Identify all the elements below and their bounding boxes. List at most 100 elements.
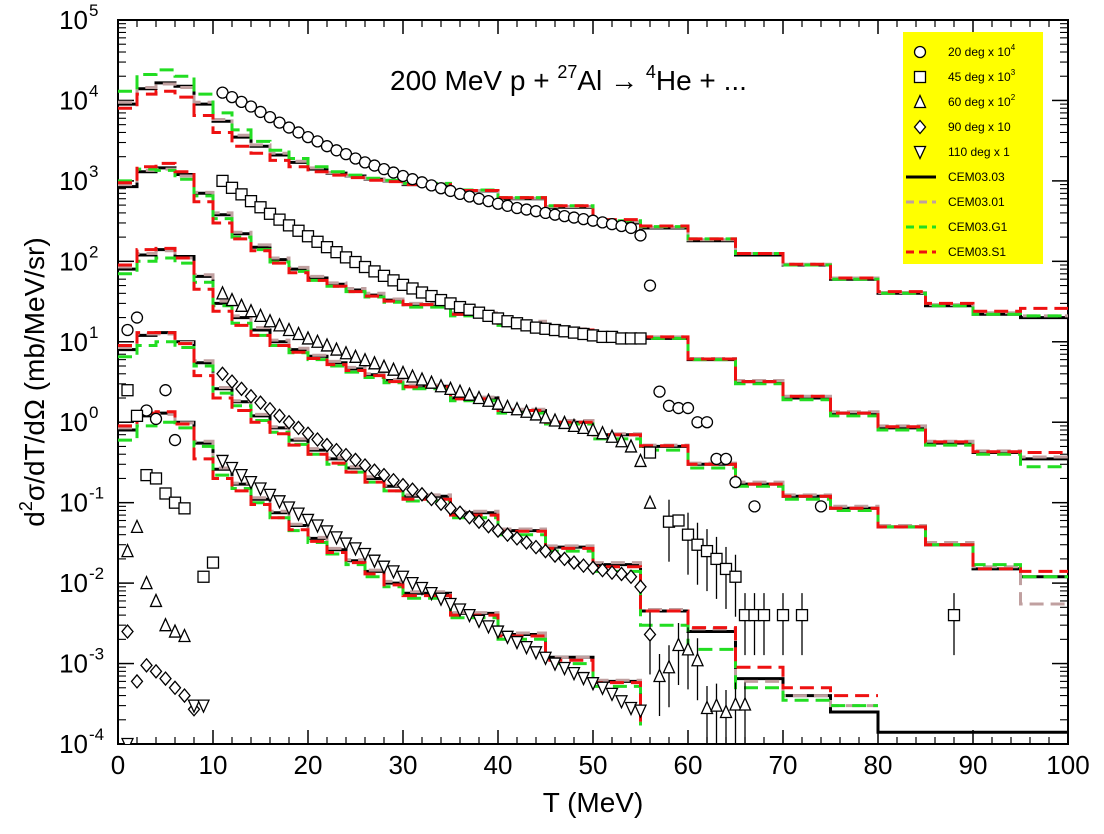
data-square-point bbox=[757, 608, 771, 622]
model-line-cem03-01-band-1 bbox=[118, 167, 1068, 459]
data-diamond-point bbox=[368, 463, 381, 479]
data-triangle-up-point bbox=[234, 297, 249, 312]
data-triangle-up-point bbox=[386, 361, 401, 376]
data-triangle-up-point bbox=[253, 307, 268, 323]
x-tick-label: 50 bbox=[579, 750, 608, 780]
x-tick-label: 70 bbox=[769, 750, 798, 780]
data-triangle-down-point bbox=[320, 525, 334, 540]
data-circle-point bbox=[159, 384, 172, 397]
data-square-point bbox=[159, 487, 172, 500]
legend-label: CEM03.G1 bbox=[948, 220, 1008, 234]
data-circle-point bbox=[311, 135, 324, 148]
data-triangle-down-point bbox=[120, 737, 135, 744]
data-triangle-up-point bbox=[681, 641, 695, 656]
data-triangle-up-point bbox=[719, 703, 733, 719]
y-tick-label-exponent: -3 bbox=[89, 645, 104, 664]
data-triangle-down-point bbox=[443, 597, 458, 613]
data-triangle-up-point bbox=[225, 292, 239, 307]
data-circle-point bbox=[634, 229, 647, 242]
y-tick-label-exponent: 1 bbox=[89, 323, 98, 342]
data-square-point bbox=[178, 502, 191, 515]
legend-label-text: 90 deg x 10 bbox=[948, 120, 1011, 134]
legend-label-text: CEM03.01 bbox=[948, 195, 1005, 209]
y-tick-label-exponent: 2 bbox=[89, 242, 98, 261]
legend-label-text: 20 deg x 10 bbox=[948, 45, 1011, 59]
data-triangle-up-point bbox=[529, 406, 543, 421]
data-circle-point bbox=[244, 100, 258, 113]
data-triangle-up-point bbox=[472, 389, 486, 405]
data-diamond-point bbox=[282, 414, 296, 430]
legend-label-text: CEM03.S1 bbox=[948, 245, 1006, 259]
data-diamond-point bbox=[121, 624, 134, 640]
data-circle-point bbox=[814, 500, 828, 513]
chart-title-target: Al bbox=[577, 65, 610, 96]
data-triangle-up-point bbox=[158, 617, 173, 632]
data-low-diamond-point bbox=[159, 671, 172, 687]
data-diamond-point bbox=[425, 491, 438, 507]
data-circle-point bbox=[263, 110, 277, 124]
x-tick-label: 10 bbox=[199, 750, 228, 780]
x-tick-label: 0 bbox=[111, 750, 125, 780]
data-triangle-up-point bbox=[538, 409, 553, 424]
data-diamond-point bbox=[225, 374, 239, 390]
data-triangle-down-point bbox=[396, 570, 410, 585]
x-tick-label: 20 bbox=[294, 750, 323, 780]
data-square-point bbox=[216, 174, 229, 188]
data-triangle-down-point bbox=[329, 531, 344, 546]
legend-label: 20 deg x 104 bbox=[948, 43, 1016, 59]
data-triangle-up-point bbox=[396, 364, 410, 380]
data-diamond-point bbox=[510, 530, 524, 546]
data-diamond-point bbox=[130, 673, 144, 689]
data-diamond-point bbox=[501, 527, 514, 543]
data-square-point bbox=[149, 472, 163, 485]
y-tick-label: 10 bbox=[59, 166, 88, 196]
data-diamond-point bbox=[415, 486, 429, 502]
data-square-point bbox=[643, 446, 657, 459]
data-square-point bbox=[700, 544, 714, 558]
data-triangle-down-point bbox=[567, 666, 581, 682]
data-triangle-up-point bbox=[557, 414, 572, 430]
data-triangle-up-point bbox=[348, 348, 363, 363]
chart-title: 200 MeV p + 27Al → 4He + ... bbox=[390, 62, 747, 96]
data-triangle-down-point bbox=[339, 537, 353, 552]
data-triangle-up-point bbox=[329, 341, 344, 356]
data-triangle-up-point bbox=[215, 285, 230, 300]
data-triangle-up-point bbox=[244, 303, 258, 318]
data-triangle-down-point bbox=[253, 482, 268, 497]
y-tick-label-exponent: -2 bbox=[89, 564, 104, 583]
data-diamond-point bbox=[444, 500, 457, 516]
data-triangle-up-point bbox=[510, 401, 524, 416]
data-circle-point bbox=[168, 433, 182, 447]
data-diamond-point bbox=[615, 566, 628, 582]
chart-title-product-mass: 4 bbox=[646, 62, 656, 82]
data-triangle-up-point bbox=[633, 452, 648, 468]
legend-label-exponent: 4 bbox=[1011, 43, 1016, 52]
legend-label-text: 110 deg x 1 bbox=[948, 145, 1010, 159]
data-triangle-up-point bbox=[339, 345, 353, 360]
data-triangle-up-point bbox=[500, 398, 515, 414]
data-triangle-down-point bbox=[481, 620, 496, 635]
data-triangle-down-point bbox=[291, 507, 306, 522]
data-triangle-up-point bbox=[738, 696, 752, 711]
chart-title-arrow: → bbox=[610, 65, 646, 96]
data-diamond-point bbox=[235, 381, 248, 397]
x-tick-label: 60 bbox=[674, 750, 703, 780]
data-circle-point bbox=[225, 90, 239, 104]
data-diamond-point bbox=[624, 569, 638, 585]
x-tick-label: 90 bbox=[959, 750, 988, 780]
data-triangle-down-point bbox=[510, 635, 524, 651]
data-triangle-up-point bbox=[177, 627, 192, 643]
chart-title-prefix: 200 MeV p + bbox=[390, 65, 557, 96]
data-diamond-point bbox=[301, 426, 315, 442]
data-diamond-point bbox=[463, 509, 476, 525]
data-triangle-down-point bbox=[548, 657, 562, 672]
data-circle-point bbox=[273, 116, 286, 129]
data-triangle-down-point bbox=[282, 501, 296, 516]
data-triangle-up-point bbox=[310, 333, 325, 348]
data-square-point bbox=[235, 188, 248, 201]
data-triangle-down-point bbox=[605, 687, 619, 702]
data-circle-point bbox=[748, 500, 761, 513]
data-diamond-point bbox=[634, 579, 647, 595]
data-diamond-point bbox=[320, 437, 334, 453]
data-square-point bbox=[691, 538, 704, 551]
